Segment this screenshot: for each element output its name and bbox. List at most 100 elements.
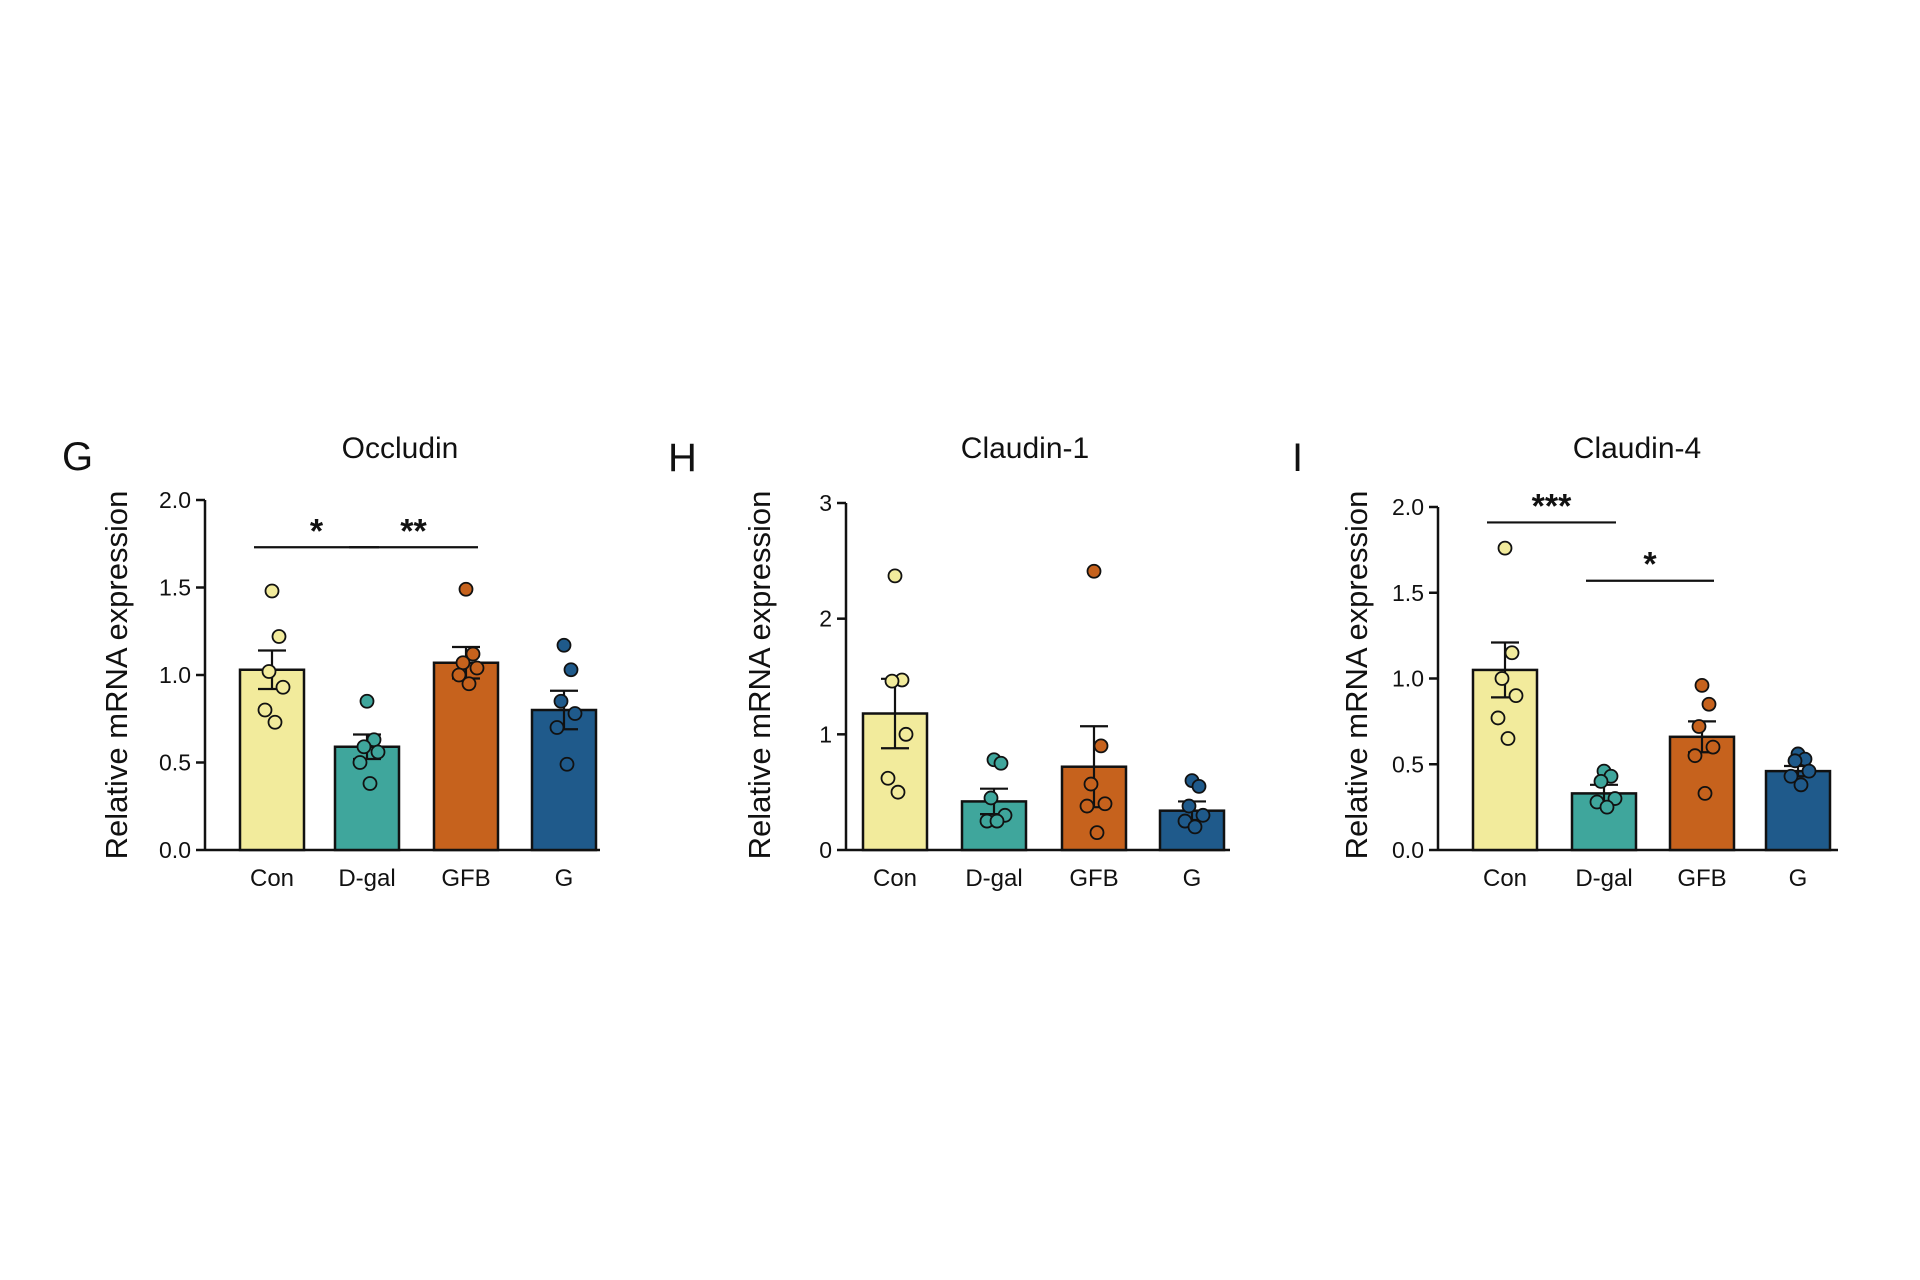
data-point xyxy=(1086,563,1102,579)
y-tick-label: 0 xyxy=(819,837,832,863)
data-point xyxy=(1787,753,1803,769)
data-point xyxy=(271,629,287,644)
y-tick-label: 0.0 xyxy=(1392,837,1424,863)
bar-gfb xyxy=(432,661,500,852)
y-axis-label: Relative mRNA expression xyxy=(1339,491,1374,860)
data-point xyxy=(1093,738,1109,754)
panel-letter: I xyxy=(1292,436,1303,480)
data-point xyxy=(1793,777,1809,793)
data-point xyxy=(1181,798,1197,814)
data-point xyxy=(989,813,1005,829)
y-axis-label: Relative mRNA expression xyxy=(742,491,777,860)
x-tick-label: Con xyxy=(250,865,294,892)
data-point xyxy=(549,720,565,735)
data-point xyxy=(898,726,914,742)
data-point xyxy=(455,655,471,671)
data-point xyxy=(370,744,386,760)
data-point xyxy=(1687,748,1703,764)
data-point xyxy=(1694,677,1710,693)
bar-con xyxy=(238,668,306,852)
data-point xyxy=(1089,825,1105,841)
significance-label: *** xyxy=(1532,487,1572,525)
x-tick-label: G xyxy=(1789,865,1808,892)
data-point xyxy=(1497,540,1513,556)
data-point xyxy=(275,679,291,695)
data-point xyxy=(1490,710,1506,726)
data-point xyxy=(553,693,569,709)
data-point xyxy=(1593,774,1609,789)
x-tick-label: D-gal xyxy=(965,865,1022,892)
data-point xyxy=(261,664,277,679)
data-point xyxy=(1191,778,1207,794)
data-point xyxy=(1705,739,1721,755)
data-point xyxy=(1195,807,1211,823)
data-point xyxy=(1097,796,1113,812)
y-tick-label: 1.5 xyxy=(1392,580,1424,606)
data-point xyxy=(884,673,900,689)
data-point xyxy=(1187,819,1203,835)
data-point xyxy=(1691,719,1707,734)
data-point xyxy=(880,770,896,786)
chart-title: Occludin xyxy=(342,432,459,465)
data-point xyxy=(1494,671,1510,686)
data-point xyxy=(1783,768,1799,784)
data-point xyxy=(267,714,283,730)
data-point xyxy=(461,676,477,692)
bar-con xyxy=(1471,668,1539,852)
data-point xyxy=(983,790,999,806)
data-point xyxy=(1697,786,1713,801)
panel-letter: H xyxy=(668,436,697,480)
y-tick-label: 3 xyxy=(819,490,832,516)
data-point xyxy=(890,784,906,800)
data-point xyxy=(352,755,368,770)
data-point xyxy=(887,568,903,584)
data-point xyxy=(1508,688,1524,704)
x-tick-label: D-gal xyxy=(338,865,395,892)
x-tick-label: Con xyxy=(873,865,917,892)
x-tick-label: GFB xyxy=(441,865,490,892)
data-point xyxy=(356,739,372,755)
chart-claudin-1: H Claudin-1 Relative mRNA expression 0 1 2… xyxy=(668,432,1230,892)
data-point xyxy=(1500,731,1516,746)
y-axis-label: Relative mRNA expression xyxy=(99,491,134,860)
data-point xyxy=(451,667,467,683)
x-tick-label: G xyxy=(1183,865,1202,892)
data-point xyxy=(1599,799,1615,815)
y-tick-label: 0.5 xyxy=(159,750,191,776)
data-point xyxy=(993,755,1009,771)
data-point xyxy=(556,637,572,653)
chart-claudin-4: I Claudin-4 Relative mRNA expression 0.0… xyxy=(1292,432,1838,892)
bar-g xyxy=(530,708,598,852)
data-point xyxy=(458,581,474,597)
bar-d-gal xyxy=(1570,792,1638,852)
chart-occludin: G Occludin Relative mRNA expression 0.0 0… xyxy=(62,432,600,892)
data-point xyxy=(469,660,485,676)
data-point xyxy=(563,662,579,678)
data-point xyxy=(1079,798,1095,814)
x-tick-label: D-gal xyxy=(1575,865,1632,892)
y-tick-label: 0.0 xyxy=(159,837,191,863)
significance-label: * xyxy=(310,512,324,550)
data-point xyxy=(362,776,378,791)
significance-label: * xyxy=(1643,546,1657,584)
panel-letter: G xyxy=(62,435,93,479)
data-point xyxy=(359,693,375,709)
y-tick-label: 2.0 xyxy=(1392,494,1424,520)
chart-title: Claudin-4 xyxy=(1573,432,1701,465)
y-tick-label: 1.0 xyxy=(159,662,191,688)
data-point xyxy=(1504,645,1520,661)
data-point xyxy=(257,702,273,718)
data-point xyxy=(264,583,280,599)
data-point xyxy=(1701,696,1717,712)
x-tick-label: G xyxy=(555,865,574,892)
y-tick-label: 2.0 xyxy=(159,487,191,513)
significance-label: ** xyxy=(400,512,427,550)
chart-title: Claudin-1 xyxy=(961,432,1089,465)
data-point xyxy=(1083,776,1099,792)
y-tick-label: 1 xyxy=(819,721,832,747)
data-point xyxy=(1801,763,1817,779)
y-tick-label: 1.0 xyxy=(1392,666,1424,692)
data-point xyxy=(559,756,575,772)
